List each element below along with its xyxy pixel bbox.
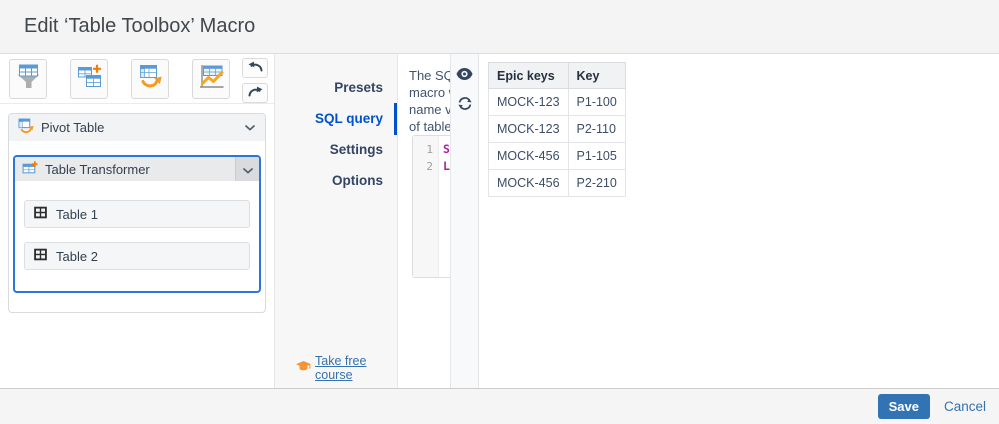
- cancel-button[interactable]: Cancel: [943, 399, 986, 414]
- code-line-numbers: 1 2: [413, 136, 439, 277]
- table-header-row: Epic keys Key: [488, 62, 626, 89]
- dialog-footer: Save Cancel: [0, 388, 999, 424]
- table-cell: P1-105: [567, 142, 626, 170]
- table-row: MOCK-456 P2-210: [488, 169, 626, 197]
- table-item-1[interactable]: Table 1: [24, 200, 250, 228]
- dialog-title: Edit ‘Table Toolbox’ Macro: [24, 15, 256, 37]
- table-chart-button[interactable]: [192, 58, 230, 99]
- pivot-table-button[interactable]: [131, 58, 169, 99]
- line-number: 1: [426, 143, 433, 156]
- undo-arrow-icon: [248, 59, 263, 77]
- chevron-down-icon: [245, 124, 255, 131]
- sql-code-editor[interactable]: 1 2 SE LE: [412, 135, 450, 278]
- undo-button[interactable]: [242, 58, 268, 78]
- refresh-preview-button[interactable]: [457, 96, 472, 116]
- sql-query-panel: The SQ macro w name v of table 1 2 SE LE: [398, 54, 450, 388]
- sql-description-line: name v: [409, 102, 450, 117]
- table-cell: P1-100: [567, 88, 626, 116]
- table-item-label: Table 1: [56, 206, 98, 222]
- table-cell: MOCK-123: [488, 115, 569, 143]
- undo-redo-group: [242, 58, 268, 103]
- preview-visibility-button[interactable]: [456, 67, 473, 85]
- sql-description-line: of table: [409, 119, 450, 134]
- table-row: MOCK-123 P2-110: [488, 115, 626, 143]
- table-cell: MOCK-456: [488, 142, 569, 170]
- builder-panel: Pivot Table: [0, 54, 275, 388]
- sql-description-line: macro w: [409, 85, 450, 100]
- nav-item-options[interactable]: Options: [332, 173, 383, 188]
- settings-nav: Presets SQL query Settings Options Take …: [275, 54, 398, 388]
- sql-description-line: The SQ: [409, 68, 450, 83]
- macro-toolbar: [0, 54, 274, 104]
- table-filter-icon: [15, 63, 42, 95]
- take-free-course-link[interactable]: Take free course: [296, 354, 397, 382]
- sql-description: The SQ macro w name v of table: [409, 67, 450, 135]
- preview-table: Epic keys Key MOCK-123 P1-100 MOCK-123 P…: [488, 62, 626, 197]
- code-content[interactable]: SE LE: [439, 136, 450, 277]
- table-item-label: Table 2: [56, 248, 98, 264]
- table-transformer-icon: [22, 160, 38, 179]
- eye-icon: [456, 67, 473, 85]
- dialog-header: Edit ‘Table Toolbox’ Macro: [0, 0, 999, 54]
- add-table-button[interactable]: [70, 58, 108, 99]
- table-chart-icon: [198, 63, 225, 95]
- table-grid-icon: [34, 248, 47, 264]
- preview-panel: Epic keys Key MOCK-123 P1-100 MOCK-123 P…: [479, 54, 999, 388]
- table-transformer-label: Table Transformer: [45, 161, 150, 177]
- add-table-icon: [76, 63, 103, 95]
- graduation-cap-icon: [296, 361, 311, 375]
- table-cell: MOCK-456: [488, 169, 569, 197]
- preview-toolbar: [450, 54, 479, 388]
- table-cell: P2-210: [567, 169, 626, 197]
- nav-item-sql-query[interactable]: SQL query: [275, 103, 397, 135]
- table-row: MOCK-123 P1-100: [488, 88, 626, 116]
- take-free-course-label: Take free course: [315, 354, 367, 382]
- nav-item-presets[interactable]: Presets: [334, 80, 383, 95]
- table-cell: MOCK-123: [488, 88, 569, 116]
- transformer-chevron-button[interactable]: [235, 157, 259, 181]
- pivot-table-icon: [18, 118, 34, 137]
- save-button[interactable]: Save: [877, 394, 930, 419]
- refresh-icon: [457, 96, 472, 116]
- redo-arrow-icon: [248, 84, 263, 102]
- line-number: 2: [426, 160, 433, 173]
- macro-type-label: Pivot Table: [41, 120, 105, 135]
- pivot-table-section: Pivot Table: [8, 113, 266, 313]
- chevron-down-icon: [242, 162, 253, 177]
- code-line: SE: [443, 142, 450, 156]
- table-transformer-group: Table Transformer: [13, 155, 261, 293]
- nav-item-settings[interactable]: Settings: [329, 142, 383, 157]
- macro-type-dropdown[interactable]: Pivot Table: [9, 114, 265, 141]
- table-item-2[interactable]: Table 2: [24, 242, 250, 270]
- table-filter-button[interactable]: [9, 58, 47, 99]
- column-header-key: Key: [567, 62, 626, 89]
- column-header-epic-keys: Epic keys: [488, 62, 569, 89]
- code-line: LE: [443, 159, 450, 173]
- table-transformer-dropdown[interactable]: Table Transformer: [15, 157, 259, 181]
- table-row: MOCK-456 P1-105: [488, 142, 626, 170]
- redo-button[interactable]: [242, 83, 268, 103]
- table-cell: P2-110: [567, 115, 626, 143]
- table-grid-icon: [34, 206, 47, 222]
- pivot-table-icon: [137, 63, 164, 95]
